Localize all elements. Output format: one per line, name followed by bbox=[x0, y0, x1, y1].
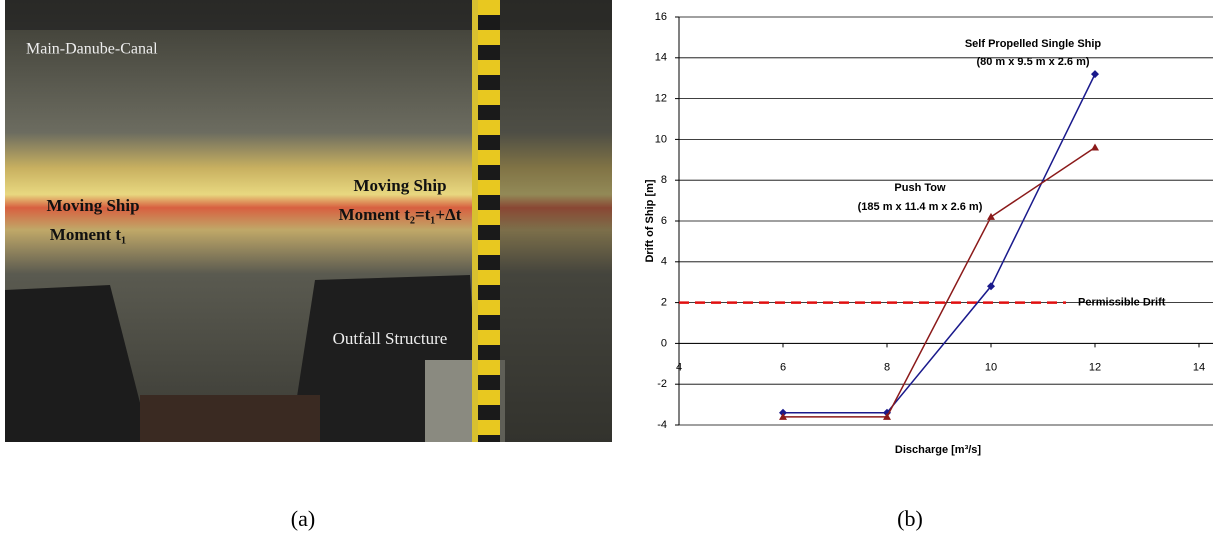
y-tick-label: 2 bbox=[661, 297, 667, 309]
y-axis-label: Drift of Ship [m] bbox=[644, 179, 656, 262]
structure bbox=[140, 395, 320, 442]
photo-label: Outfall Structure bbox=[333, 329, 448, 348]
y-tick-label: 16 bbox=[655, 11, 667, 23]
series-label: Self Propelled Single Ship bbox=[965, 38, 1102, 50]
photo-label: Moving Ship bbox=[46, 196, 139, 215]
y-tick-label: 8 bbox=[661, 174, 667, 186]
photo-label: Moving Ship bbox=[353, 176, 446, 195]
caption: (a) bbox=[291, 506, 315, 531]
y-tick-label: 14 bbox=[655, 52, 667, 64]
photo-shade bbox=[500, 0, 612, 442]
photo-label: Main-Danube-Canal bbox=[26, 41, 158, 58]
x-tick-label: 14 bbox=[1193, 361, 1205, 373]
y-tick-label: 4 bbox=[661, 256, 667, 268]
caption: (b) bbox=[897, 506, 923, 531]
series-line bbox=[783, 74, 1095, 413]
pole-edge bbox=[472, 0, 478, 442]
series-dimensions: (185 m x 11.4 m x 2.6 m) bbox=[858, 201, 983, 213]
series-label: Push Tow bbox=[894, 182, 946, 194]
x-tick-label: 6 bbox=[780, 361, 786, 373]
y-tick-label: 10 bbox=[655, 133, 667, 145]
x-tick-label: 12 bbox=[1089, 361, 1101, 373]
pole bbox=[478, 0, 500, 442]
x-tick-label: 10 bbox=[985, 361, 997, 373]
reference-label: Permissible Drift bbox=[1078, 297, 1166, 309]
point bbox=[1091, 70, 1099, 78]
y-tick-label: -4 bbox=[657, 419, 667, 431]
point bbox=[1091, 144, 1099, 151]
photo-label: Moment t₂=t₁+Δt bbox=[339, 205, 462, 224]
figure: Main-Danube-Canal Moving Ship Moment t₁ … bbox=[0, 0, 1213, 541]
y-tick-label: -2 bbox=[657, 378, 667, 390]
photo-label: Moment t₁ bbox=[50, 225, 126, 244]
point bbox=[987, 213, 995, 220]
photo: Main-Danube-Canal Moving Ship Moment t₁ … bbox=[5, 0, 612, 442]
x-axis-label: Discharge [m³/s] bbox=[895, 444, 982, 456]
x-tick-label: 8 bbox=[884, 361, 890, 373]
y-tick-label: 6 bbox=[661, 215, 667, 227]
series-dimensions: (80 m x 9.5 m x 2.6 m) bbox=[976, 56, 1089, 68]
y-tick-label: 0 bbox=[661, 337, 667, 349]
x-tick-label: 4 bbox=[676, 361, 682, 373]
chart: -4 -2 0 2 4 6 8 10 12 14 16 4 6 8 10 12 14 Discharge [m³/… bbox=[644, 11, 1213, 456]
y-tick-label: 12 bbox=[655, 93, 667, 105]
